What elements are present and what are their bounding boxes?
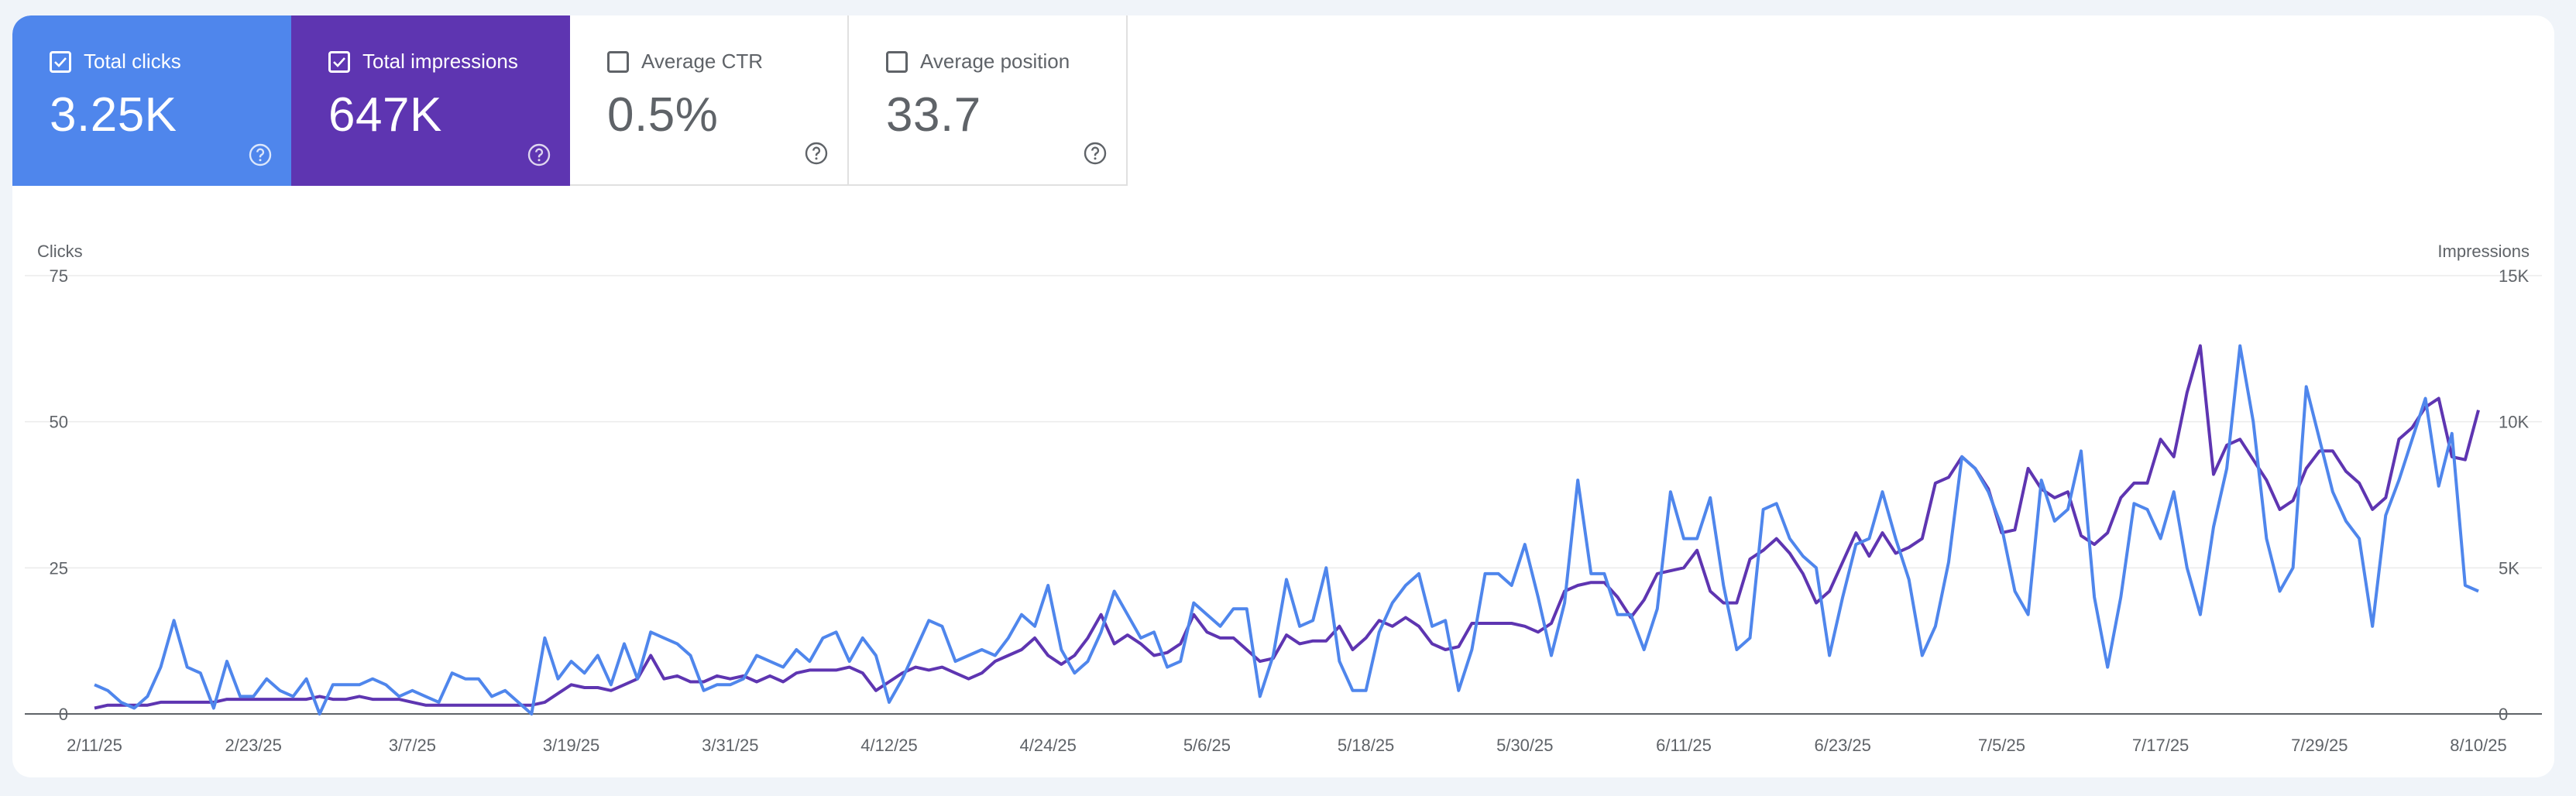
x-tick-label: 5/6/25	[1183, 736, 1231, 755]
x-tick-label: 4/24/25	[1019, 736, 1076, 755]
impressions-series-line	[94, 344, 2480, 710]
x-tick-label: 8/10/25	[2450, 736, 2506, 755]
x-tick-label: 6/23/25	[1814, 736, 1870, 755]
clicks-series-line	[94, 344, 2479, 715]
performance-card: Total clicks 3.25K Total impressions 647…	[12, 15, 2554, 777]
right-y-ticks: 0 5K 10K 15K	[2499, 266, 2529, 724]
checkbox-checked-icon[interactable]	[50, 50, 71, 73]
metric-tab-average-position[interactable]: Average position 33.7	[849, 15, 1128, 186]
x-tick-label: 6/11/25	[1656, 736, 1712, 755]
metric-tabs: Total clicks 3.25K Total impressions 647…	[12, 15, 1128, 186]
x-tick-label: 2/11/25	[67, 736, 122, 755]
help-icon[interactable]	[527, 142, 551, 167]
y-tick-label-left: 0	[59, 705, 68, 724]
left-axis-title: Clicks	[37, 242, 83, 261]
x-tick-label: 3/19/25	[543, 736, 599, 755]
x-tick-label: 5/18/25	[1338, 736, 1394, 755]
left-y-ticks: 0 25 50 75	[50, 266, 68, 724]
metric-value: 647K	[328, 88, 442, 142]
checkbox-unchecked-icon[interactable]	[886, 50, 908, 73]
metric-label: Total impressions	[362, 50, 518, 73]
grid-lines	[25, 275, 2542, 715]
x-tick-label: 3/31/25	[702, 736, 758, 755]
metric-value: 3.25K	[50, 88, 177, 142]
x-tick-label: 5/30/25	[1496, 736, 1553, 755]
checkbox-unchecked-icon[interactable]	[607, 50, 629, 73]
chart-svg: Clicks Impressions 0 25 50 75 0 5K 10K 15K 2/1…	[25, 242, 2542, 755]
x-tick-label: 7/17/25	[2132, 736, 2189, 755]
metric-tab-total-impressions[interactable]: Total impressions 647K	[291, 15, 570, 186]
x-ticks: 2/11/25 2/23/25 3/7/25 3/19/25 3/31/25 4/12/2…	[67, 736, 2507, 755]
metric-label: Total clicks	[84, 50, 181, 73]
metric-tab-average-ctr[interactable]: Average CTR 0.5%	[570, 15, 849, 186]
y-tick-label-right: 10K	[2499, 413, 2529, 432]
right-axis-title: Impressions	[2437, 242, 2530, 261]
metric-label: Average CTR	[641, 50, 764, 73]
help-icon[interactable]	[804, 141, 829, 166]
metric-tab-total-clicks[interactable]: Total clicks 3.25K	[12, 15, 291, 186]
x-tick-label: 4/12/25	[860, 736, 917, 755]
metric-label: Average position	[920, 50, 1070, 73]
x-tick-label: 2/23/25	[225, 736, 281, 755]
y-tick-label-left: 25	[50, 558, 68, 578]
x-tick-label: 3/7/25	[389, 736, 436, 755]
metric-value: 33.7	[886, 88, 981, 142]
y-tick-label-left: 75	[50, 266, 68, 286]
series-lines	[94, 344, 2480, 715]
checkbox-checked-icon[interactable]	[328, 50, 350, 73]
y-tick-label-left: 50	[50, 413, 68, 432]
performance-chart: Clicks Impressions 0 25 50 75 0 5K 10K 15K 2/1…	[12, 209, 2554, 767]
y-tick-label-right: 5K	[2499, 558, 2519, 578]
x-tick-label: 7/5/25	[1978, 736, 2025, 755]
help-icon[interactable]	[1083, 141, 1108, 166]
metric-value: 0.5%	[607, 88, 719, 142]
help-icon[interactable]	[248, 142, 273, 167]
y-tick-label-right: 0	[2499, 705, 2508, 724]
y-tick-label-right: 15K	[2499, 266, 2529, 286]
x-tick-label: 7/29/25	[2291, 736, 2348, 755]
